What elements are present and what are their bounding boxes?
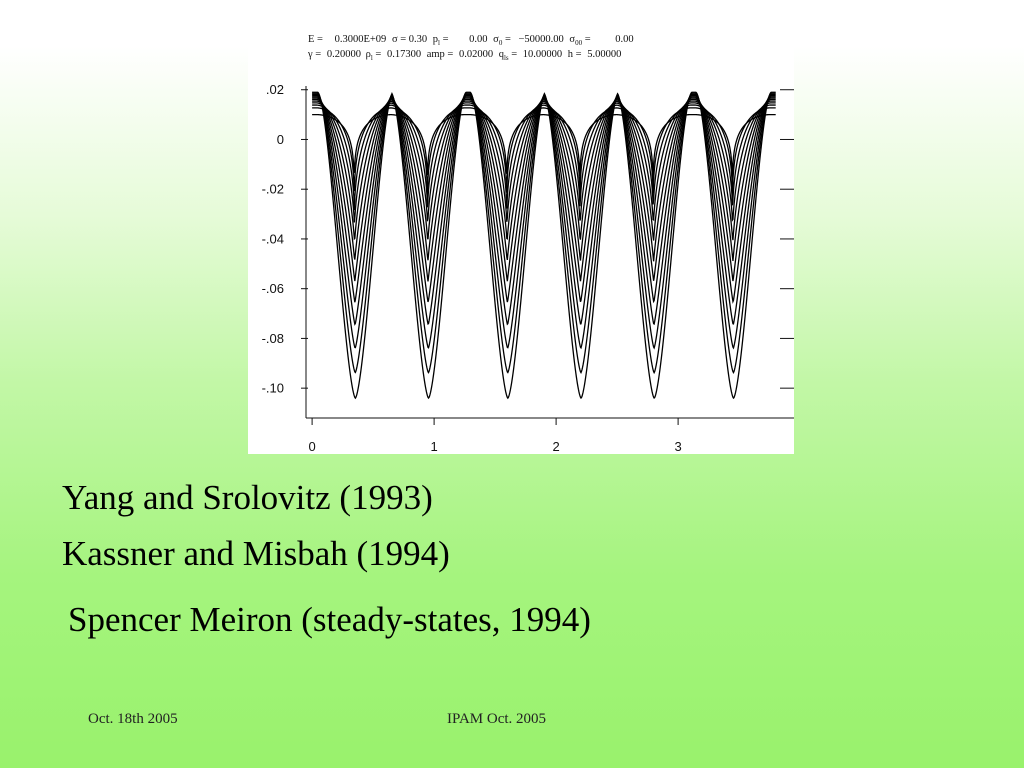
y-tick-label: -.10 [262,381,284,396]
profile-curve [312,91,776,400]
footer-event: IPAM Oct. 2005 [447,711,547,727]
y-tick-label: -.02 [262,182,284,197]
surface-profile-chart: E = 0.3000E+09 σ = 0.30 pl = 0.00 σ0 = −… [262,34,794,454]
y-tick-label: -.06 [262,281,284,296]
y-tick-label: .02 [266,82,284,97]
x-tick-label: 0 [308,439,315,454]
x-tick-label: 1 [430,439,437,454]
x-tick-label: 2 [552,439,559,454]
citation-kassner-misbah: Kassner and Misbah (1994) [62,534,450,573]
y-tick-label: -.08 [262,331,284,346]
profile-curve [312,94,776,326]
citation-yang-srolovitz: Yang and Srolovitz (1993) [62,478,433,517]
param-line-2: γ = 0.20000 ρl = 0.17300 amp = 0.02000 q… [307,49,621,62]
citation-spencer-meiron: Spencer Meiron (steady-states, 1994) [68,600,591,639]
y-tick-label: -.04 [262,231,284,246]
profile-curve [312,113,776,180]
x-tick-label: 3 [674,439,681,454]
footer-date: Oct. 18th 2005 [88,711,178,727]
profile-curves [312,91,776,400]
plot-axes: .02 0 -.02 -.04 -.06 -.08 -.10 0 1 2 3 [262,82,794,454]
profile-curve [312,107,776,199]
plot-panel: E = 0.3000E+09 σ = 0.30 pl = 0.00 σ0 = −… [248,26,794,454]
y-tick-label: 0 [277,132,284,147]
param-line-1: E = 0.3000E+09 σ = 0.30 pl = 0.00 σ0 = −… [308,34,634,47]
